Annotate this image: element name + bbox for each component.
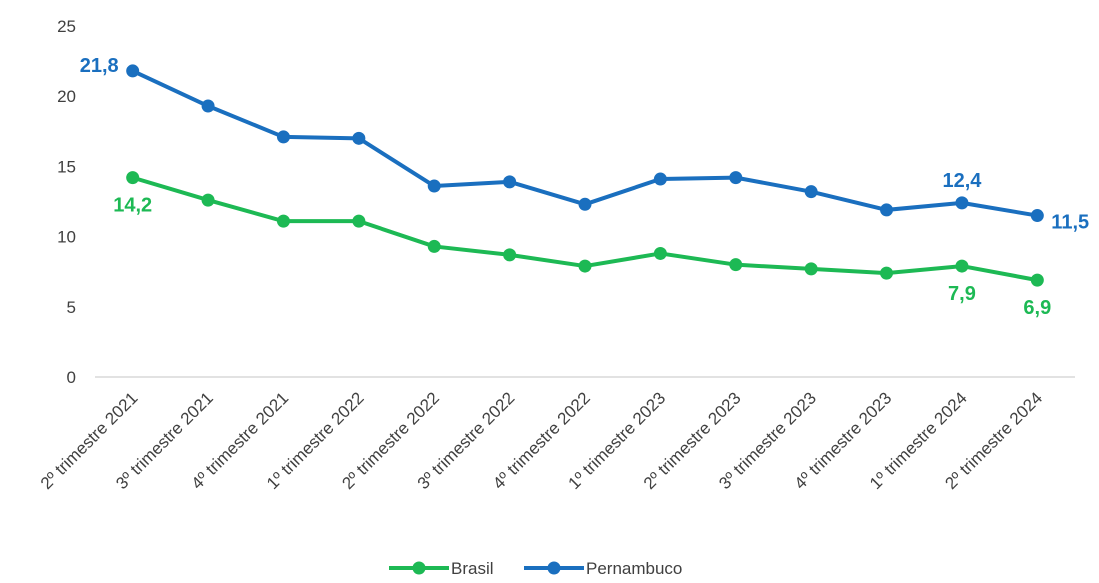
- data-label-pernambuco: 11,5: [1051, 212, 1089, 234]
- y-tick-label: 10: [57, 228, 76, 247]
- data-point-pernambuco: [653, 172, 667, 186]
- y-tick-label: 20: [57, 87, 76, 106]
- data-point-brasil: [804, 262, 818, 276]
- data-point-brasil: [503, 248, 517, 262]
- data-point-pernambuco: [201, 99, 215, 113]
- data-point-pernambuco: [955, 196, 969, 210]
- data-point-pernambuco: [427, 179, 441, 193]
- data-point-pernambuco: [729, 171, 743, 185]
- data-point-brasil: [729, 258, 743, 272]
- series-layer: [126, 64, 1044, 287]
- data-point-brasil: [578, 259, 592, 273]
- y-tick-label: 25: [57, 17, 76, 36]
- series-line-pernambuco: [130, 68, 1040, 218]
- data-label-brasil: 6,9: [1023, 297, 1051, 319]
- y-axis: 0 5 10 15 20 25: [57, 17, 76, 387]
- data-point-pernambuco: [804, 185, 818, 199]
- legend-label-brasil: Brasil: [451, 559, 494, 578]
- data-point-brasil: [276, 214, 290, 228]
- legend-marker-brasil: [412, 561, 426, 575]
- data-labels: 14,2 7,9 6,9 21,8 12,4 11,5: [80, 55, 1089, 319]
- legend-marker-pernambuco: [547, 561, 561, 575]
- data-point-brasil: [653, 246, 667, 260]
- data-point-pernambuco: [880, 203, 894, 217]
- data-point-brasil: [880, 266, 894, 280]
- data-point-pernambuco: [1030, 209, 1044, 223]
- data-point-brasil: [201, 193, 215, 207]
- data-point-brasil: [352, 214, 366, 228]
- data-label-pernambuco: 21,8: [80, 55, 119, 77]
- data-point-brasil: [955, 259, 969, 273]
- y-tick-label: 15: [57, 157, 76, 176]
- y-tick-label: 5: [67, 298, 76, 317]
- data-label-brasil: 7,9: [948, 283, 976, 305]
- data-point-pernambuco: [276, 130, 290, 144]
- data-point-pernambuco: [126, 64, 140, 78]
- data-label-pernambuco: 12,4: [942, 170, 982, 192]
- data-point-pernambuco: [503, 175, 517, 189]
- data-point-pernambuco: [352, 131, 366, 145]
- legend: Brasil Pernambuco: [389, 559, 682, 578]
- data-label-brasil: 14,2: [113, 195, 152, 217]
- legend-label-pernambuco: Pernambuco: [586, 559, 682, 578]
- data-point-brasil: [427, 239, 441, 253]
- data-point-brasil: [1030, 273, 1044, 287]
- data-point-pernambuco: [578, 197, 592, 211]
- y-tick-label: 0: [67, 368, 76, 387]
- data-point-brasil: [126, 171, 140, 185]
